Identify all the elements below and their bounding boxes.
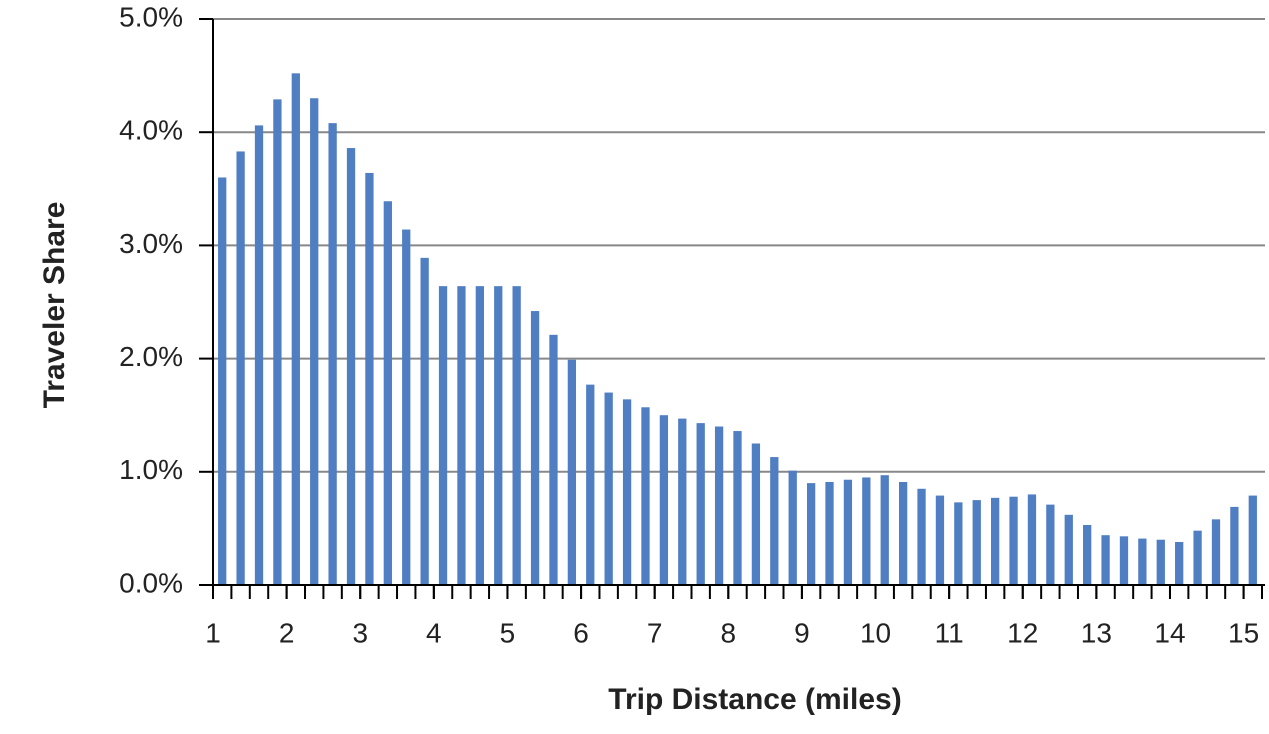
x-tick-label: 12	[1007, 617, 1038, 648]
bar	[788, 470, 797, 585]
bar	[1193, 530, 1202, 585]
y-tick-label: 5.0%	[119, 1, 183, 32]
x-tick-label: 10	[860, 617, 891, 648]
bar	[402, 229, 411, 585]
bar	[457, 286, 466, 585]
bar	[641, 407, 650, 585]
bar	[1230, 506, 1239, 585]
bar	[659, 415, 669, 585]
y-tick-label: 1.0%	[119, 454, 183, 485]
y-tick-label: 0.0%	[119, 567, 183, 598]
x-tick-label: 11	[935, 617, 964, 648]
bar	[438, 286, 448, 585]
bar	[549, 334, 558, 585]
x-tick-label: 6	[573, 617, 589, 648]
bar	[494, 286, 503, 585]
bar	[1083, 525, 1092, 585]
bar	[346, 148, 356, 585]
bar	[770, 457, 779, 585]
bar	[328, 123, 337, 586]
bar	[825, 481, 834, 585]
bar	[604, 392, 613, 585]
bar	[218, 177, 227, 586]
bar	[1248, 495, 1257, 585]
bar	[935, 495, 945, 585]
bar	[751, 443, 761, 585]
bar	[972, 500, 981, 585]
bar	[733, 431, 742, 585]
x-tick-label: 3	[352, 617, 368, 648]
x-tick-label: 2	[279, 617, 295, 648]
x-tick-label: 4	[426, 617, 442, 648]
bar	[880, 475, 889, 585]
bar	[1009, 496, 1018, 585]
x-tick-label: 13	[1081, 617, 1112, 648]
bar	[273, 99, 282, 585]
bar	[530, 311, 540, 585]
x-tick-label: 15	[1228, 617, 1259, 648]
bar	[1027, 494, 1037, 585]
bar	[291, 73, 300, 585]
y-tick-label: 4.0%	[119, 115, 183, 146]
bar	[254, 125, 264, 586]
bar	[1046, 504, 1055, 585]
bar	[806, 483, 816, 585]
bar	[420, 257, 429, 585]
bar	[310, 98, 319, 586]
bar	[862, 477, 871, 585]
x-tick-label: 1	[205, 617, 221, 648]
x-tick-label: 9	[794, 617, 810, 648]
bar	[365, 172, 374, 585]
bar	[898, 481, 908, 585]
bar	[1211, 519, 1221, 585]
x-tick-label: 7	[647, 617, 663, 648]
bar	[1138, 538, 1147, 585]
bar	[567, 359, 577, 585]
bar	[383, 201, 392, 585]
y-axis-title: Traveler Share	[38, 202, 71, 409]
bar	[586, 384, 595, 585]
bar	[696, 423, 705, 585]
x-axis-title: Trip Distance (miles)	[608, 683, 901, 716]
bar	[1101, 535, 1110, 585]
bar	[991, 497, 1000, 585]
bar	[1156, 539, 1165, 585]
x-tick-label: 5	[500, 617, 516, 648]
bar	[236, 151, 245, 585]
bar	[917, 488, 926, 585]
x-tick-label: 14	[1154, 617, 1185, 648]
bar	[1175, 541, 1184, 585]
bar	[622, 399, 632, 585]
bar	[954, 502, 963, 585]
x-tick-label: 8	[721, 617, 737, 648]
bar	[1064, 514, 1073, 585]
bar	[714, 426, 724, 585]
bar	[475, 286, 484, 585]
bar	[678, 418, 687, 585]
y-tick-label: 3.0%	[119, 228, 183, 259]
bar	[843, 479, 853, 585]
y-tick-label: 2.0%	[119, 341, 183, 372]
bar	[512, 286, 521, 585]
bar	[1119, 536, 1129, 585]
